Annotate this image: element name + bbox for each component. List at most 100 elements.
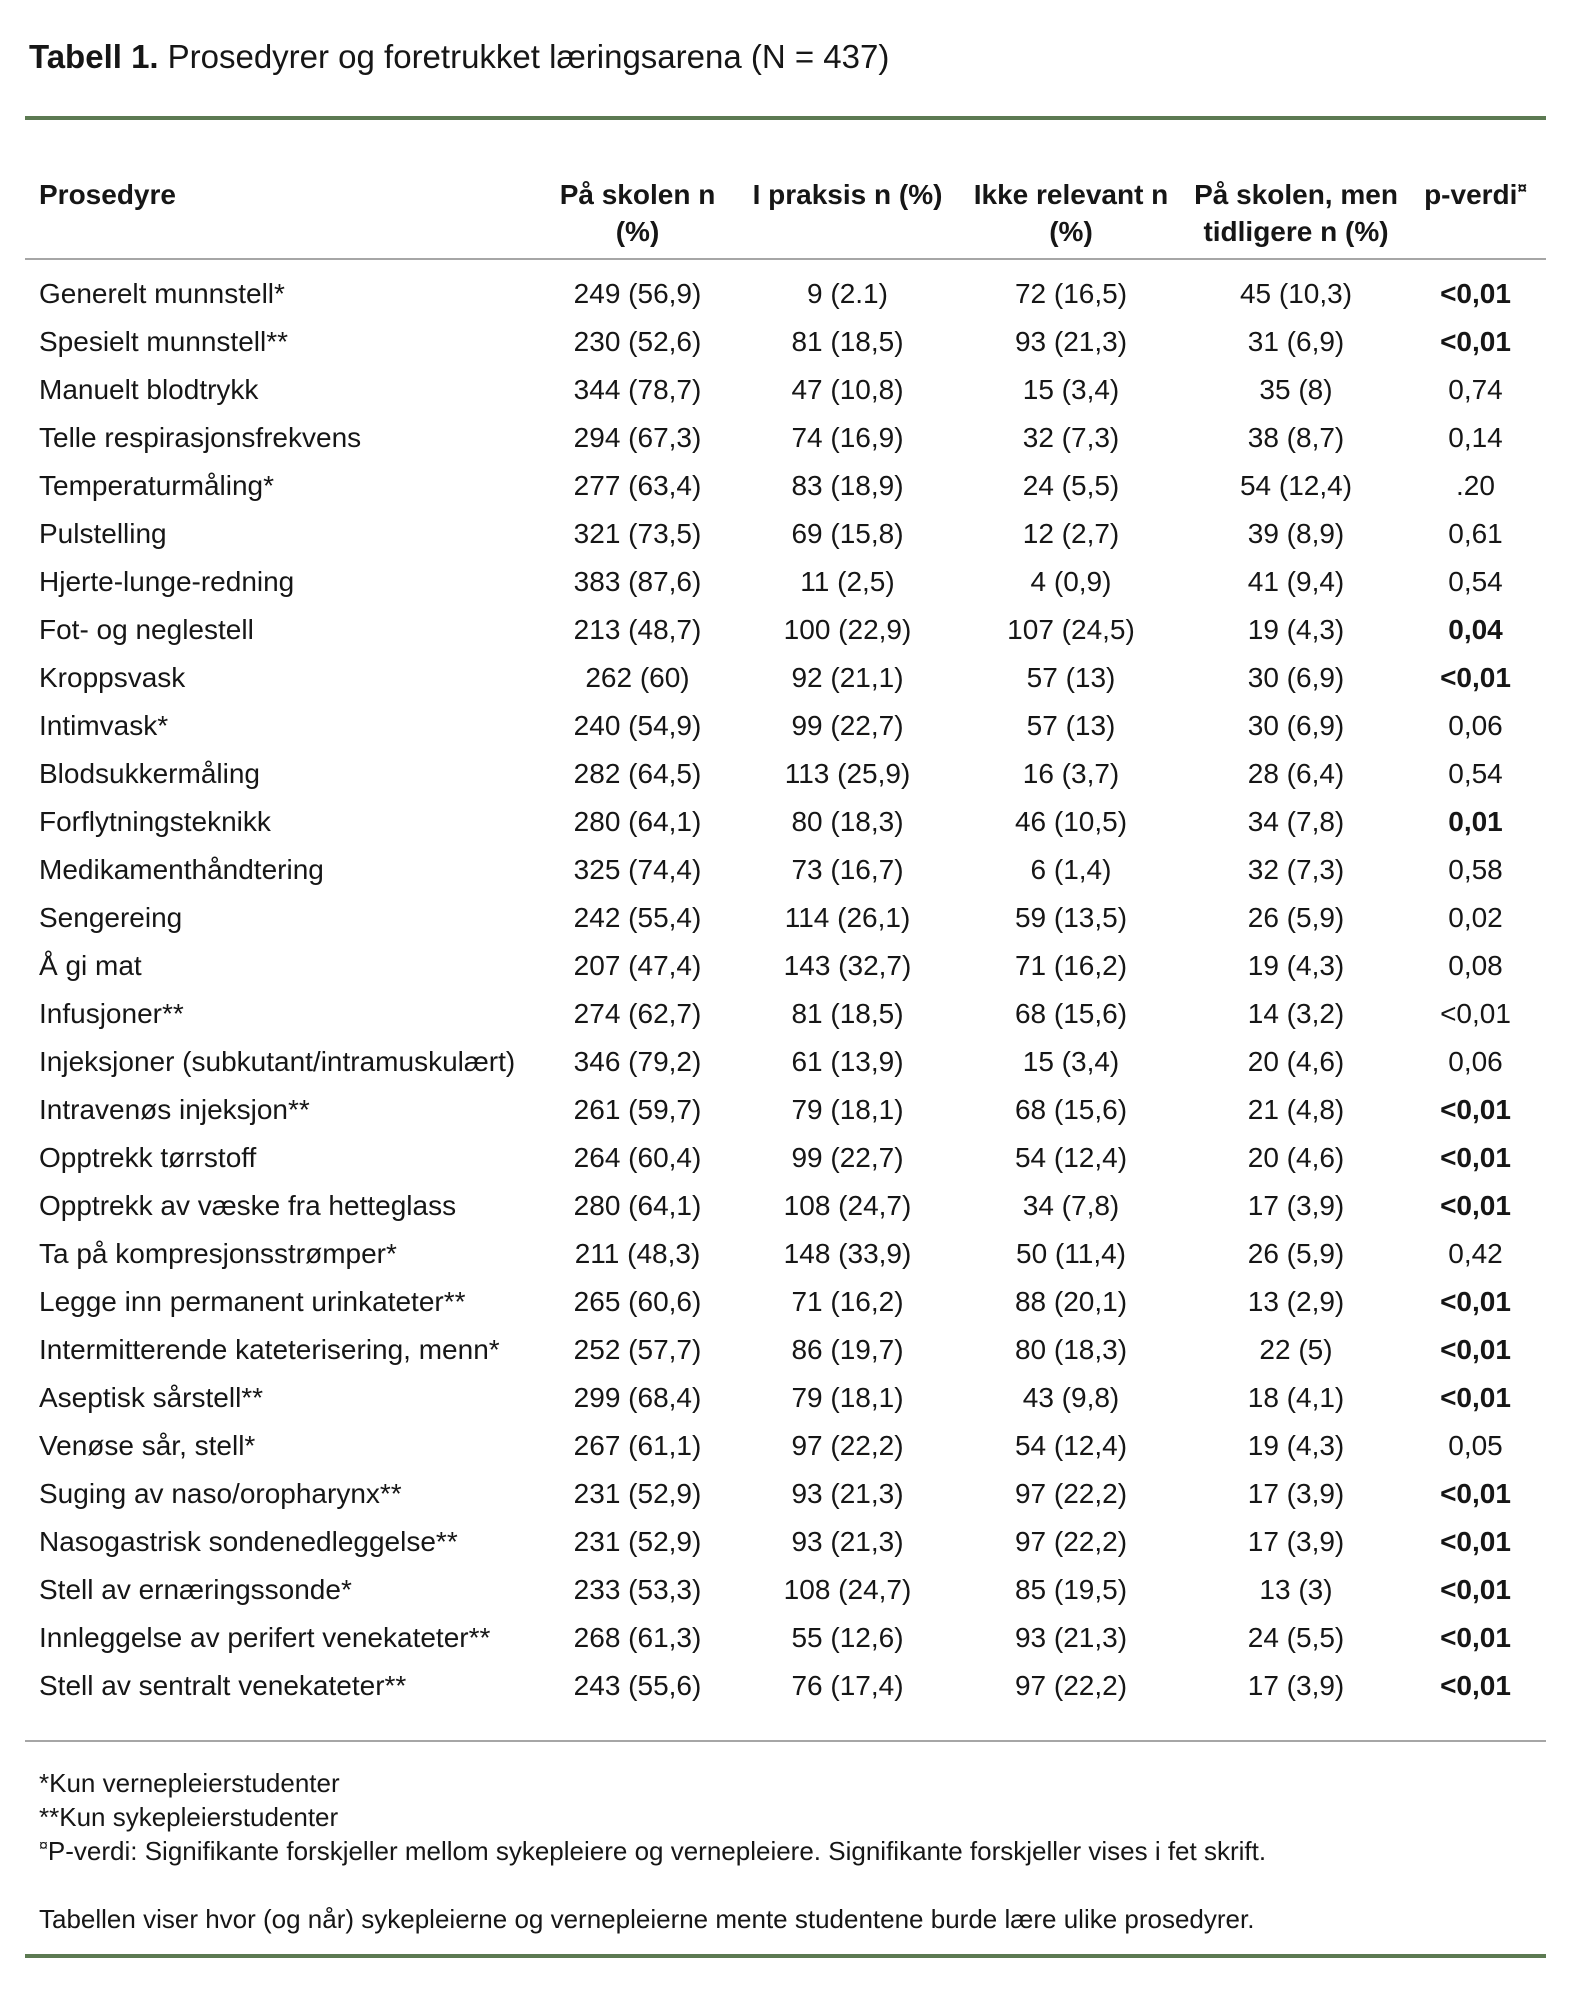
table-row: Injeksjoner (subkutant/intramuskulært) 3… <box>25 1038 1546 1086</box>
cell-prosedyre: Opptrekk av væske fra hetteglass <box>39 1190 457 1221</box>
cell-tidligere: 19 (4,3) <box>1247 1430 1345 1461</box>
cell-tidligere: 31 (6,9) <box>1247 326 1345 357</box>
table-row: Hjerte-lunge-redning 383 (87,6) 11 (2,5)… <box>25 558 1546 606</box>
cell-i-praksis: 99 (22,7) <box>791 1142 904 1173</box>
cell-pa-skolen: 325 (74,4) <box>573 854 702 885</box>
cell-i-praksis: 92 (21,1) <box>791 662 904 693</box>
cell-ikke-relevant: 93 (21,3) <box>1014 326 1128 357</box>
table-row: Aseptisk sårstell** 299 (68,4) 79 (18,1)… <box>25 1374 1546 1422</box>
footnote-p-text: P-verdi: Signifikante forskjeller mellom… <box>47 1836 1267 1866</box>
cell-i-praksis: 93 (21,3) <box>791 1526 904 1557</box>
cell-ikke-relevant: 12 (2,7) <box>1022 518 1120 549</box>
cell-i-praksis: 11 (2,5) <box>800 566 895 597</box>
footer-separator <box>25 1740 1546 1742</box>
cell-pa-skolen: 242 (55,4) <box>573 902 702 933</box>
cell-prosedyre: Suging av naso/oropharynx** <box>39 1478 402 1509</box>
cell-ikke-relevant: 68 (15,6) <box>1014 998 1128 1029</box>
header-separator <box>25 258 1546 260</box>
cell-prosedyre: Intravenøs injeksjon** <box>39 1094 310 1125</box>
cell-prosedyre: Temperaturmåling* <box>39 470 274 501</box>
cell-ikke-relevant: 16 (3,7) <box>1022 758 1120 789</box>
header-p-verdi: p-verdi¤ <box>1405 176 1546 213</box>
cell-i-praksis: 93 (21,3) <box>791 1478 904 1509</box>
cell-prosedyre: Generelt munnstell* <box>39 278 285 309</box>
cell-prosedyre: Forflytningsteknikk <box>39 806 271 837</box>
cell-tidligere: 21 (4,8) <box>1247 1094 1345 1125</box>
cell-p-verdi: <0,01 <box>1440 662 1511 693</box>
cell-ikke-relevant: 57 (13) <box>1026 662 1116 693</box>
table-row: Spesielt munnstell** 230 (52,6) 81 (18,5… <box>25 318 1546 366</box>
cell-p-verdi: 0,02 <box>1448 902 1503 933</box>
cell-pa-skolen: 282 (64,5) <box>573 758 702 789</box>
cell-prosedyre: Stell av ernæringssonde* <box>39 1574 352 1605</box>
p-verdi-superscript-icon: ¤ <box>1517 178 1527 198</box>
cell-prosedyre: Manuelt blodtrykk <box>39 374 259 405</box>
table-row: Blodsukkermåling 282 (64,5) 113 (25,9) 1… <box>25 750 1546 798</box>
cell-p-verdi: <0,01 <box>1440 1526 1511 1557</box>
cell-tidligere: 14 (3,2) <box>1247 998 1345 1029</box>
cell-ikke-relevant: 85 (19,5) <box>1014 1574 1128 1605</box>
cell-ikke-relevant: 50 (11,4) <box>1016 1238 1126 1269</box>
cell-p-verdi: <0,01 <box>1440 1478 1511 1509</box>
cell-p-verdi: <0,01 <box>1440 1670 1511 1701</box>
cell-prosedyre: Innleggelse av perifert venekateter** <box>39 1622 491 1653</box>
cell-p-verdi: <0,01 <box>1440 1334 1511 1365</box>
cell-i-praksis: 69 (15,8) <box>791 518 904 549</box>
cell-prosedyre: Venøse sår, stell* <box>39 1430 256 1461</box>
cell-i-praksis: 79 (18,1) <box>791 1382 904 1413</box>
cell-pa-skolen: 211 (48,3) <box>574 1238 701 1269</box>
table-row: Intravenøs injeksjon** 261 (59,7) 79 (18… <box>25 1086 1546 1134</box>
cell-ikke-relevant: 71 (16,2) <box>1014 950 1128 981</box>
document-page: Tabell 1. Prosedyrer og foretrukket lærin… <box>25 38 1546 1958</box>
cell-pa-skolen: 264 (60,4) <box>573 1142 702 1173</box>
cell-p-verdi: 0,05 <box>1448 1430 1503 1461</box>
table-row: Venøse sår, stell* 267 (61,1) 97 (22,2) … <box>25 1422 1546 1470</box>
bottom-rule <box>25 1954 1546 1958</box>
cell-ikke-relevant: 24 (5,5) <box>1022 470 1120 501</box>
cell-p-verdi: <0,01 <box>1440 1190 1511 1221</box>
cell-p-verdi: <0,01 <box>1440 326 1511 357</box>
cell-prosedyre: Intermitterende kateterisering, menn* <box>39 1334 500 1365</box>
table-row: Temperaturmåling* 277 (63,4) 83 (18,9) 2… <box>25 462 1546 510</box>
cell-tidligere: 54 (12,4) <box>1239 470 1353 501</box>
cell-tidligere: 45 (10,3) <box>1239 278 1353 309</box>
footnote-sykepleier: **Kun sykepleierstudenter <box>39 1802 339 1832</box>
cell-i-praksis: 86 (19,7) <box>791 1334 904 1365</box>
cell-p-verdi: 0,04 <box>1448 614 1503 645</box>
cell-tidligere: 41 (9,4) <box>1247 566 1345 597</box>
cell-pa-skolen: 265 (60,6) <box>573 1286 702 1317</box>
cell-prosedyre: Kroppsvask <box>39 662 186 693</box>
table-row: Telle respirasjonsfrekvens 294 (67,3) 74… <box>25 414 1546 462</box>
cell-ikke-relevant: 97 (22,2) <box>1014 1526 1128 1557</box>
cell-prosedyre: Stell av sentralt venekateter** <box>39 1670 407 1701</box>
cell-ikke-relevant: 59 (13,5) <box>1014 902 1128 933</box>
cell-tidligere: 13 (3) <box>1259 1574 1333 1605</box>
cell-i-praksis: 148 (33,9) <box>783 1238 912 1269</box>
cell-i-praksis: 71 (16,2) <box>791 1286 904 1317</box>
cell-pa-skolen: 268 (61,3) <box>573 1622 702 1653</box>
cell-p-verdi: 0,14 <box>1448 422 1503 453</box>
cell-p-verdi: <0,01 <box>1440 1574 1511 1605</box>
cell-i-praksis: 97 (22,2) <box>791 1430 904 1461</box>
cell-p-verdi: <0,01 <box>1440 1382 1511 1413</box>
table-title-text: Prosedyrer og foretrukket læringsarena (… <box>167 38 890 75</box>
cell-p-verdi: 0,54 <box>1448 758 1503 789</box>
cell-i-praksis: 74 (16,9) <box>791 422 904 453</box>
footnote-vernepleier: *Kun vernepleierstudenter <box>39 1768 340 1798</box>
cell-p-verdi: <0,01 <box>1440 1094 1511 1125</box>
cell-ikke-relevant: 80 (18,3) <box>1014 1334 1128 1365</box>
cell-ikke-relevant: 54 (12,4) <box>1014 1142 1128 1173</box>
cell-pa-skolen: 231 (52,9) <box>573 1526 702 1557</box>
cell-prosedyre: Injeksjoner (subkutant/intramuskulært) <box>39 1046 516 1077</box>
cell-ikke-relevant: 57 (13) <box>1026 710 1116 741</box>
cell-tidligere: 32 (7,3) <box>1247 854 1345 885</box>
table-row: Forflytningsteknikk 280 (64,1) 80 (18,3)… <box>25 798 1546 846</box>
table-row: Infusjoner** 274 (62,7) 81 (18,5) 68 (15… <box>25 990 1546 1038</box>
top-rule <box>25 116 1546 120</box>
cell-p-verdi: <0,01 <box>1440 278 1511 309</box>
p-verdi-label: p-verdi <box>1424 179 1518 210</box>
footnotes-block: *Kun vernepleierstudenter **Kun sykeplei… <box>25 1766 1546 1868</box>
cell-tidligere: 24 (5,5) <box>1247 1622 1345 1653</box>
cell-i-praksis: 113 (25,9) <box>784 758 911 789</box>
cell-p-verdi: 0,06 <box>1448 710 1503 741</box>
